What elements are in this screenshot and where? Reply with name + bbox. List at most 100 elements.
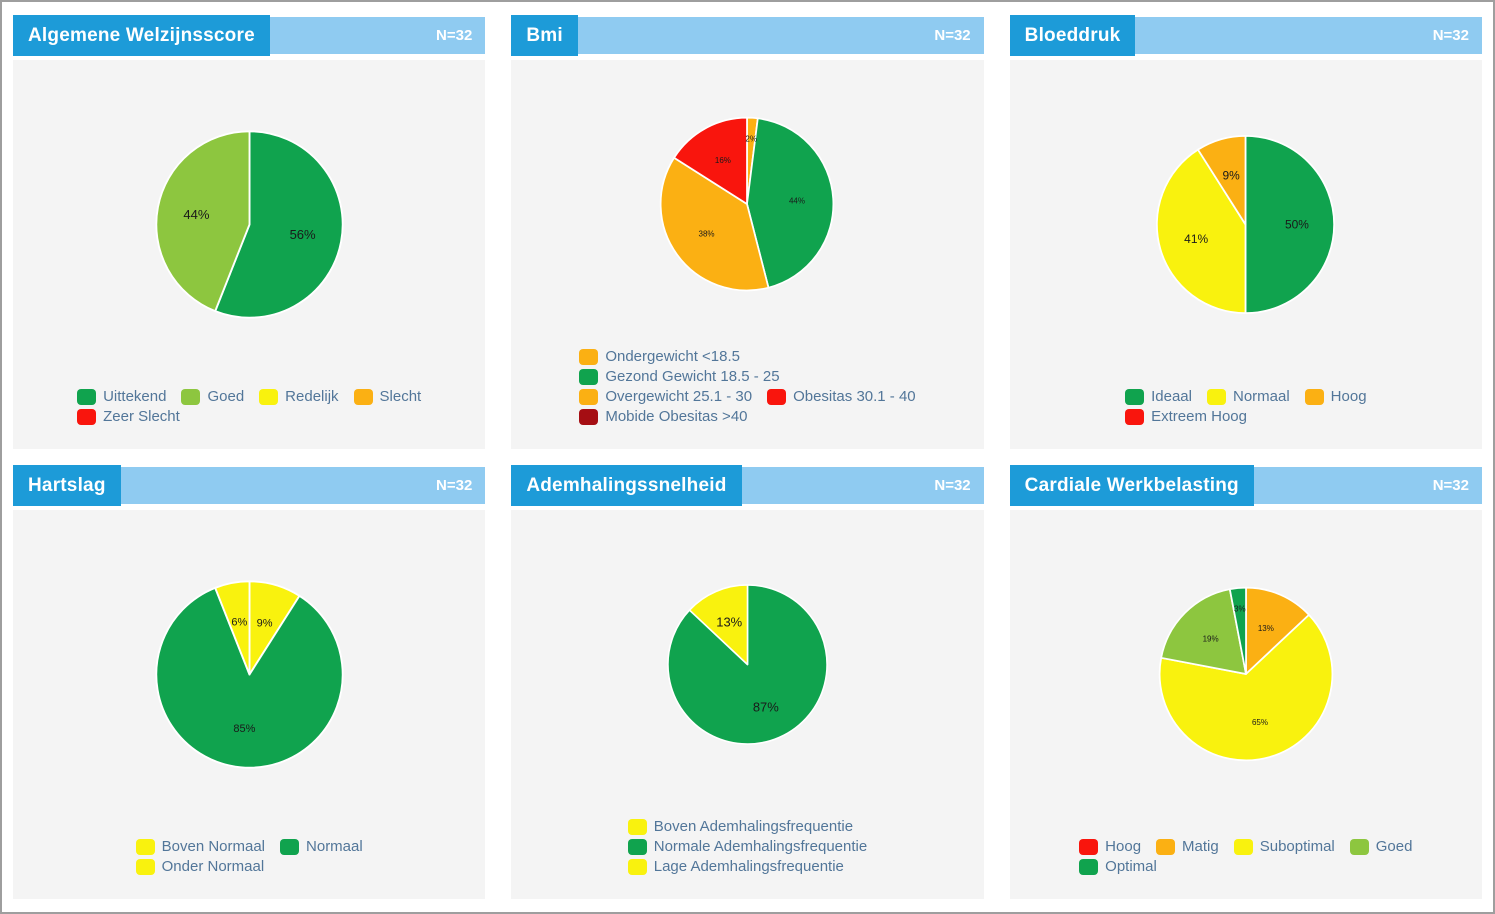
chart-area: 2% 44% 38% 16% Ondergewicht <18.5 Gezond Gew… <box>511 60 984 449</box>
pie-slice-goed[interactable] <box>1160 588 1247 675</box>
pie-chart: 87% 13% <box>511 510 983 818</box>
legend-item-boven-ademhalingsfrequentie[interactable]: Boven Ademhalingsfrequentie <box>627 818 853 835</box>
legend-item-ideaal[interactable]: Ideaal <box>1125 388 1192 405</box>
sample-count-badge: N=32 <box>120 467 486 504</box>
card-header: Cardiale Werkbelasting N=32 <box>1009 465 1482 506</box>
slice-percent-label: 13% <box>716 614 742 629</box>
card-header: Bmi N=32 <box>511 15 984 56</box>
legend-item-hoog[interactable]: Hoog <box>1079 838 1141 855</box>
legend-item-slecht[interactable]: Slecht <box>353 388 422 405</box>
pie-chart: 9% 85% 6% <box>13 510 485 838</box>
slice-percent-label: 6% <box>231 616 247 628</box>
legend-item-goed[interactable]: Goed <box>181 388 244 405</box>
legend-label: Ondergewicht <18.5 <box>605 348 740 365</box>
legend-item-ondergewicht-18-5[interactable]: Ondergewicht <18.5 <box>579 348 740 365</box>
legend-row: Normale Ademhalingsfrequentie <box>627 838 867 855</box>
legend-item-extreem-hoog[interactable]: Extreem Hoog <box>1125 408 1247 425</box>
legend-item-normaal[interactable]: Normaal <box>280 838 363 855</box>
legend-label: Hoog <box>1105 838 1142 855</box>
legend-swatch <box>259 388 279 405</box>
slice-percent-label: 44% <box>183 206 209 221</box>
pie-slice-normaal[interactable] <box>155 586 344 769</box>
legend-swatch <box>135 858 155 875</box>
legend-item-onder-normaal[interactable]: Onder Normaal <box>135 858 265 875</box>
pie-slice-lage-ademhalingsfrequentie[interactable] <box>688 583 749 665</box>
sample-count-badge: N=32 <box>577 17 984 54</box>
pie-slice-hoog[interactable] <box>1197 134 1247 225</box>
legend-row: Ondergewicht <18.5 <box>579 348 740 365</box>
legend-swatch <box>77 408 97 425</box>
sample-count-badge: N=32 <box>269 17 486 54</box>
legend-label: Overgewicht 25.1 - 30 <box>605 388 753 405</box>
legend-label: Onder Normaal <box>161 858 265 875</box>
legend-label: Extreem Hoog <box>1151 408 1247 425</box>
chart-title: Bmi <box>511 15 578 56</box>
chart-area: 9% 85% 6% Boven Normaal Normaal Onder Normaa… <box>13 510 486 899</box>
legend-row: Boven Ademhalingsfrequentie <box>627 818 853 835</box>
legend-item-goed[interactable]: Goed <box>1349 838 1412 855</box>
legend-row: Optimal <box>1079 858 1157 875</box>
legend-item-suboptimal[interactable]: Suboptimal <box>1233 838 1335 855</box>
pie-slice-suboptimal[interactable] <box>1158 614 1333 762</box>
legend-item-uittekend[interactable]: Uittekend <box>77 388 166 405</box>
slice-percent-label: 2% <box>746 134 758 143</box>
chart-title: Algemene Welzijnsscore <box>13 15 270 56</box>
sample-count-badge: N=32 <box>1135 17 1482 54</box>
legend-item-matig[interactable]: Matig <box>1156 838 1219 855</box>
legend-item-redelijk[interactable]: Redelijk <box>259 388 339 405</box>
pie-slice-matig[interactable] <box>1244 586 1310 675</box>
chart-legend: Uittekend Goed Redelijk Slecht Zeer Slecht <box>13 388 485 449</box>
legend-item-obesitas-30-1-40[interactable]: Obesitas 30.1 - 40 <box>767 388 916 405</box>
legend-row: Ideaal Normaal Hoog <box>1125 388 1367 405</box>
legend-label: Redelijk <box>285 388 339 405</box>
legend-swatch <box>1079 838 1099 855</box>
card-header: Algemene Welzijnsscore N=32 <box>13 15 486 56</box>
slice-percent-label: 13% <box>1258 624 1274 633</box>
legend-label: Mobide Obesitas >40 <box>605 408 748 425</box>
slice-percent-label: 50% <box>1285 217 1309 231</box>
legend-swatch <box>280 838 300 855</box>
legend-swatch <box>1125 408 1145 425</box>
legend-item-hoog[interactable]: Hoog <box>1304 388 1367 405</box>
chart-card-ademhalingssnelheid: Ademhalingssnelheid N=32 87% 13% Boven Ad… <box>511 465 984 899</box>
legend-label: Slecht <box>379 388 422 405</box>
pie-slice-ideaal[interactable] <box>1244 134 1336 314</box>
legend-swatch <box>1125 388 1145 405</box>
chart-title: Ademhalingssnelheid <box>511 465 742 506</box>
sample-count-badge: N=32 <box>741 467 984 504</box>
pie-slice-optimal[interactable] <box>1228 586 1247 675</box>
chart-area: 87% 13% Boven Ademhalingsfrequentie Normal… <box>511 510 984 899</box>
pie-svg: 9% 85% 6% <box>155 579 344 769</box>
legend-item-zeer-slecht[interactable]: Zeer Slecht <box>77 408 180 425</box>
legend-rows: Ondergewicht <18.5 Gezond Gewicht 18.5 - … <box>579 348 916 425</box>
pie-svg: 2% 44% 38% 16% <box>660 116 835 292</box>
legend-item-lage-ademhalingsfrequentie[interactable]: Lage Ademhalingsfrequentie <box>627 858 844 875</box>
slice-percent-label: 65% <box>1252 718 1268 727</box>
legend-swatch <box>627 838 647 855</box>
chart-legend: Ondergewicht <18.5 Gezond Gewicht 18.5 - … <box>511 348 983 449</box>
pie-svg: 56% 44% <box>155 129 344 319</box>
pie-slice-gezond-gewicht-18-5-25[interactable] <box>746 117 835 289</box>
legend-item-normale-ademhalingsfrequentie[interactable]: Normale Ademhalingsfrequentie <box>627 838 867 855</box>
chart-legend: Hoog Matig Suboptimal Goed Optimal <box>1010 838 1482 899</box>
sample-count-badge: N=32 <box>1253 467 1482 504</box>
legend-item-boven-normaal[interactable]: Boven Normaal <box>135 838 265 855</box>
legend-item-overgewicht-25-1-30[interactable]: Overgewicht 25.1 - 30 <box>579 388 752 405</box>
pie-svg: 13% 65% 19% 3% <box>1158 586 1333 762</box>
legend-item-optimal[interactable]: Optimal <box>1079 858 1157 875</box>
legend-swatch <box>1233 838 1253 855</box>
legend-swatch <box>579 388 599 405</box>
pie-slice-overgewicht-25-1-30[interactable] <box>660 156 770 292</box>
legend-swatch <box>1206 388 1226 405</box>
legend-swatch <box>135 838 155 855</box>
legend-item-mobide-obesitas-40[interactable]: Mobide Obesitas >40 <box>579 408 748 425</box>
pie-slice-obesitas-30-1-40[interactable] <box>673 116 749 205</box>
legend-rows: Uittekend Goed Redelijk Slecht Zeer Slecht <box>77 388 421 425</box>
legend-label: Normaal <box>1232 388 1290 405</box>
chart-title: Bloeddruk <box>1009 15 1136 56</box>
pie-slice-onder-normaal[interactable] <box>213 579 251 675</box>
legend-item-gezond-gewicht-18-5-25[interactable]: Gezond Gewicht 18.5 - 25 <box>579 368 780 385</box>
legend-item-normaal[interactable]: Normaal <box>1206 388 1290 405</box>
pie-slice-uittekend[interactable] <box>213 129 344 319</box>
pie-slice-goed[interactable] <box>155 129 251 312</box>
